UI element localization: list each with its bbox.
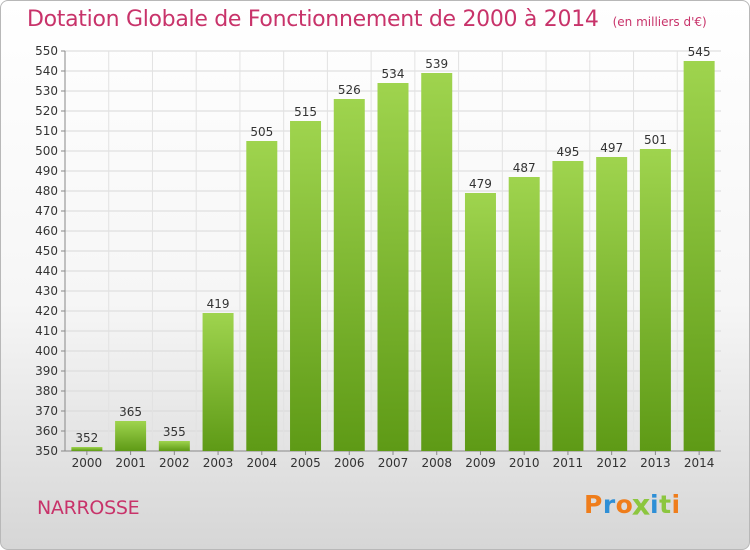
value-label-2000: 352 [75, 431, 98, 445]
y-tick-label: 500 [35, 144, 58, 158]
bar-2007 [377, 83, 409, 451]
bar-2004 [246, 141, 278, 451]
value-label-2014: 545 [688, 45, 711, 59]
x-tick-label-2002: 2002 [159, 456, 190, 470]
bar-2012 [596, 157, 628, 451]
value-label-2007: 534 [382, 67, 405, 81]
x-tick-label-2000: 2000 [72, 456, 103, 470]
bar-2005 [290, 121, 322, 451]
bar-2013 [639, 149, 671, 451]
y-tick-label: 400 [35, 344, 58, 358]
x-tick-label-2011: 2011 [553, 456, 584, 470]
x-tick-label-2001: 2001 [115, 456, 146, 470]
bar-2008 [421, 73, 453, 451]
x-tick-label-2006: 2006 [334, 456, 365, 470]
y-tick-label: 370 [35, 404, 58, 418]
bar-2000 [71, 447, 103, 451]
value-label-2008: 539 [425, 57, 448, 71]
y-tick-label: 540 [35, 64, 58, 78]
logo-letter: i [671, 490, 681, 519]
y-tick-label: 380 [35, 384, 58, 398]
logo-letter: t [659, 490, 672, 519]
x-tick-label-2003: 2003 [203, 456, 234, 470]
y-tick-label: 390 [35, 364, 58, 378]
bar-2001 [115, 421, 147, 451]
y-tick-label: 450 [35, 244, 58, 258]
y-tick-label: 420 [35, 304, 58, 318]
bar-2010 [508, 177, 540, 451]
logo-letter: r [602, 490, 616, 519]
place-name: NARROSSE [37, 497, 140, 519]
x-tick-label-2014: 2014 [684, 456, 715, 470]
x-tick-label-2004: 2004 [247, 456, 278, 470]
y-tick-label: 520 [35, 104, 58, 118]
proxiti-logo: Proxiti [584, 487, 681, 522]
bar-2003 [202, 313, 234, 451]
x-tick-label-2010: 2010 [509, 456, 540, 470]
bar-2011 [552, 161, 584, 451]
logo-letter: o [615, 490, 634, 519]
y-tick-label: 490 [35, 164, 58, 178]
value-label-2006: 526 [338, 83, 361, 97]
value-label-2013: 501 [644, 133, 667, 147]
x-tick-label-2009: 2009 [465, 456, 496, 470]
x-tick-label-2007: 2007 [378, 456, 409, 470]
bars [71, 61, 715, 451]
y-tick-label: 410 [35, 324, 58, 338]
value-label-2009: 479 [469, 177, 492, 191]
logo-letter: x [632, 487, 652, 522]
y-tick-label: 440 [35, 264, 58, 278]
chart-unit-label: (en milliers d'€) [612, 15, 707, 29]
y-tick-label: 510 [35, 124, 58, 138]
y-tick-label: 350 [35, 444, 58, 458]
value-label-2001: 365 [119, 405, 142, 419]
bar-2006 [333, 99, 365, 451]
title-row: Dotation Globale de Fonctionnement de 20… [27, 7, 707, 32]
labels: 350 360 370 380 390 400 410 420 430 440 450 460 470 4… [35, 44, 714, 470]
y-tick-label: 480 [35, 184, 58, 198]
y-tick-label: 470 [35, 204, 58, 218]
logo-letter: i [650, 490, 660, 519]
y-tick-label: 460 [35, 224, 58, 238]
y-tick-label: 530 [35, 84, 58, 98]
x-tick-label-2013: 2013 [640, 456, 671, 470]
y-tick-label: 360 [35, 424, 58, 438]
bar-2014 [683, 61, 715, 451]
logo-letter: P [584, 490, 603, 519]
bar-2009 [464, 193, 496, 451]
bar-2002 [158, 441, 190, 451]
value-label-2011: 495 [556, 145, 579, 159]
x-tick-label-2005: 2005 [290, 456, 321, 470]
value-label-2003: 419 [207, 297, 230, 311]
value-label-2004: 505 [250, 125, 273, 139]
value-label-2010: 487 [513, 161, 536, 175]
y-tick-label: 430 [35, 284, 58, 298]
x-tick-label-2008: 2008 [421, 456, 452, 470]
value-label-2012: 497 [600, 141, 623, 155]
value-label-2002: 355 [163, 425, 186, 439]
x-tick-label-2012: 2012 [596, 456, 627, 470]
chart-title: Dotation Globale de Fonctionnement de 20… [27, 7, 599, 32]
value-label-2005: 515 [294, 105, 317, 119]
y-tick-label: 550 [35, 44, 58, 58]
